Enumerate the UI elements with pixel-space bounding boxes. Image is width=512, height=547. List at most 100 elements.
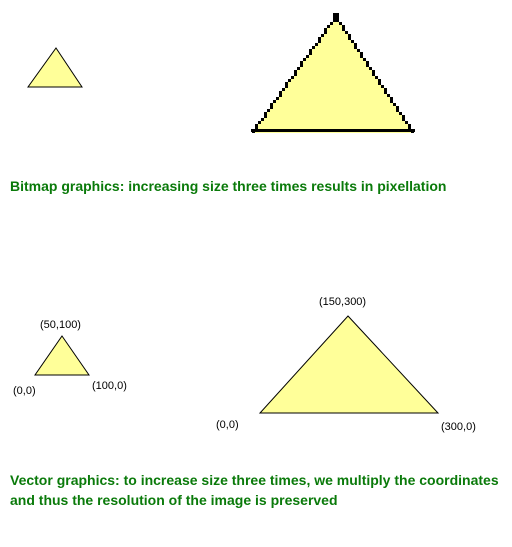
bitmap-edge-pixel <box>270 103 273 106</box>
large-left-label: (0,0) <box>216 419 239 431</box>
bitmap-edge-pixel <box>378 82 381 85</box>
small-left-label: (0,0) <box>13 385 36 397</box>
bitmap-edge-pixel <box>285 85 288 88</box>
bitmap-pixel-row <box>255 127 411 130</box>
bitmap-edge-pixel <box>342 25 345 28</box>
bitmap-pixel-row <box>294 73 375 76</box>
bitmap-pixel-row <box>318 40 354 43</box>
bitmap-pixel-row <box>279 94 390 97</box>
bitmap-pixel-row <box>273 100 393 103</box>
bitmap-edge-pixel <box>324 31 327 34</box>
bitmap-edge-pixel <box>291 76 294 79</box>
bitmap-edge-pixel <box>375 76 378 79</box>
bitmap-edge-pixel <box>306 55 309 58</box>
bitmap-small-triangle <box>27 47 83 88</box>
bitmap-edge-pixel <box>384 88 387 91</box>
vector-large-triangle <box>258 315 440 414</box>
bitmap-pixel-row <box>264 115 405 118</box>
bitmap-edge-pixel <box>408 124 411 127</box>
bitmap-pixel-row <box>300 64 369 67</box>
small-apex-label: (50,100) <box>40 319 81 331</box>
bitmap-edge-pixel <box>273 100 276 103</box>
bitmap-edge-pixel <box>282 88 285 91</box>
bitmap-edge-pixel <box>333 13 336 16</box>
bitmap-edge-pixel <box>354 43 357 46</box>
bitmap-edge-pixel <box>270 106 273 109</box>
bitmap-pixel-row <box>327 25 345 28</box>
bitmap-edge-pixel <box>357 49 360 52</box>
bitmap-pixel-row <box>288 79 381 82</box>
bitmap-pixel-row <box>294 70 375 73</box>
bitmap-edge-pixel <box>348 34 351 37</box>
bitmap-pixel-row <box>324 28 345 31</box>
bitmap-pixel-row <box>291 76 378 79</box>
bitmap-edge-pixel <box>378 79 381 82</box>
bitmap-edge-pixel <box>258 121 261 124</box>
bitmap-pixel-row <box>321 34 351 37</box>
bitmap-edge-pixel <box>300 61 303 64</box>
bitmap-edge-pixel <box>405 121 408 124</box>
bitmap-pixel-row <box>318 37 351 40</box>
bitmap-edge-pixel <box>333 16 336 19</box>
bitmap-edge-pixel <box>369 67 372 70</box>
bitmap-pixel-row <box>330 22 342 25</box>
bitmap-edge-pixel <box>393 103 396 106</box>
bitmap-pixel-row <box>261 118 405 121</box>
bitmap-edge-pixel <box>345 31 348 34</box>
bitmap-edge-pixel <box>387 94 390 97</box>
bitmap-pixel-row <box>285 82 381 85</box>
bitmap-edge-pixel <box>288 79 291 82</box>
bitmap-edge-pixel <box>327 25 330 28</box>
bitmap-pixel-row <box>270 103 396 106</box>
bitmap-edge-pixel <box>264 115 267 118</box>
bitmap-edge-pixel <box>312 46 315 49</box>
bitmap-edge-pixel <box>279 94 282 97</box>
bitmap-edge-pixel <box>384 91 387 94</box>
bitmap-large-triangle <box>251 13 415 133</box>
bitmap-edge-pixel <box>402 118 405 121</box>
bitmap-edge-pixel <box>390 97 393 100</box>
bitmap-pixel-row <box>270 106 399 109</box>
bitmap-pixel-row <box>309 49 360 52</box>
bitmap-edge-pixel <box>285 82 288 85</box>
bitmap-edge-pixel <box>366 61 369 64</box>
large-right-label: (300,0) <box>441 421 476 433</box>
bitmap-pixel-row <box>279 91 387 94</box>
bitmap-edge-pixel <box>267 109 270 112</box>
bitmap-pixel-row <box>312 46 357 49</box>
bitmap-edge-pixel <box>255 127 258 130</box>
bitmap-pixel-row <box>282 88 387 91</box>
bitmap-edge-pixel <box>402 115 405 118</box>
bitmap-pixel-row <box>285 85 384 88</box>
bitmap-pixel-row <box>324 31 348 34</box>
bitmap-edge-pixel <box>336 13 339 16</box>
bitmap-edge-pixel <box>309 49 312 52</box>
bitmap-pixel-row <box>276 97 393 100</box>
bitmap-edge-pixel <box>294 73 297 76</box>
bitmap-edge-pixel <box>333 19 336 22</box>
bitmap-edge-pixel <box>303 58 306 61</box>
bitmap-edge-pixel <box>363 58 366 61</box>
bitmap-edge-pixel <box>318 40 321 43</box>
bitmap-edge-pixel <box>348 37 351 40</box>
bitmap-edge-pixel <box>366 64 369 67</box>
bitmap-edge-pixel <box>330 22 333 25</box>
bitmap-edge-pixel <box>294 70 297 73</box>
bitmap-caption: Bitmap graphics: increasing size three t… <box>10 178 447 194</box>
bitmap-edge-pixel <box>321 34 324 37</box>
bitmap-pixel-row <box>255 124 411 127</box>
bitmap-edge-pixel <box>264 112 267 115</box>
bitmap-edge-pixel <box>408 127 411 130</box>
bitmap-edge-pixel <box>339 22 342 25</box>
bitmap-edge-pixel <box>396 106 399 109</box>
bitmap-edge-pixel <box>300 64 303 67</box>
bitmap-pixel-row <box>306 55 363 58</box>
large-apex-label: (150,300) <box>319 296 367 308</box>
bitmap-pixel-row <box>315 43 357 46</box>
bitmap-edge-pixel <box>372 70 375 73</box>
bitmap-pixel-row <box>309 52 363 55</box>
bitmap-pixel-row <box>267 109 399 112</box>
bitmap-pixel-row <box>264 112 402 115</box>
bitmap-edge-pixel <box>261 118 264 121</box>
